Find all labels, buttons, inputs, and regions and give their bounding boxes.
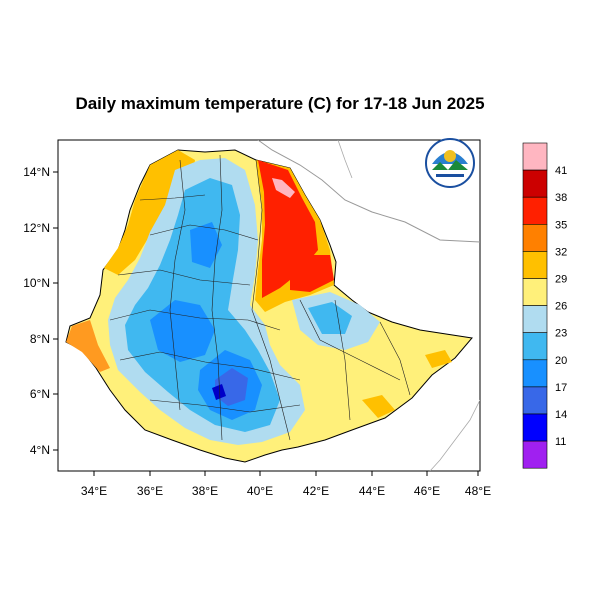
colorbar-label: 38 [555,192,567,204]
colorbar-swatch [522,278,548,306]
temp-zone-afar-hot-east [290,255,334,292]
lon-tick-label: 36°E [137,484,163,498]
admin-boundaries [109,154,411,441]
lat-tick-label: 10°N [23,276,50,290]
coastline-arabia [337,140,353,179]
temp-zone-core-coldest [212,384,226,400]
lat-tick-label: 4°N [30,443,50,457]
colorbar: 41 38 35 32 29 26 23 20 17 14 11 [522,142,567,469]
colorbar-label: 29 [555,274,567,286]
colorbar-swatch [522,196,548,225]
ethiopian-meteorology-institute-logo-icon [425,138,475,188]
colorbar-swatch [522,386,548,415]
colorbar-swatch [522,413,548,442]
lat-tick-label: 12°N [23,221,50,235]
colorbar-swatch [522,142,548,171]
lon-tick-label: 44°E [359,484,385,498]
colorbar-swatch [522,332,548,361]
temp-zone-southeast-warm [362,395,395,418]
coastline-somalia [429,399,480,471]
lon-tick-label: 48°E [465,484,491,498]
lon-tick-label: 42°E [303,484,329,498]
colorbar-label: 23 [555,328,567,340]
colorbar-swatch [522,224,548,252]
lat-tick-label: 6°N [30,387,50,401]
colorbar-label: 20 [555,355,567,367]
colorbar-label: 14 [555,409,567,421]
lon-tick-label: 34°E [81,484,107,498]
map-title: Daily maximum temperature (C) for 17-18 … [75,94,485,113]
colorbar-label: 41 [555,165,567,177]
coastline-red-sea [257,140,480,243]
temp-zone-afar-hottest [272,178,295,198]
temp-zone-core-southwest [150,300,215,362]
temp-zone-ogaden-warm [425,350,452,368]
colorbar-label: 32 [555,246,567,258]
colorbar-label: 11 [555,436,566,448]
colorbar-swatch [522,359,548,388]
colorbar-label: 26 [555,301,567,313]
colorbar-swatch [522,169,548,198]
lat-tick-label: 8°N [30,332,50,346]
colorbar-label: 17 [555,382,567,394]
lat-tick-label: 14°N [23,165,50,179]
lon-tick-label: 40°E [247,484,273,498]
temp-zone-gambela [66,320,110,372]
colorbar-swatch [522,440,548,469]
temp-zone-east-mid [308,302,352,334]
lon-tick-label: 46°E [414,484,440,498]
colorbar-label: 35 [555,219,567,231]
temp-zone-core-north [190,222,222,268]
lon-tick-label: 38°E [192,484,218,498]
axis-ticks [53,171,479,476]
colorbar-swatch [522,251,548,279]
colorbar-swatch [522,305,548,334]
